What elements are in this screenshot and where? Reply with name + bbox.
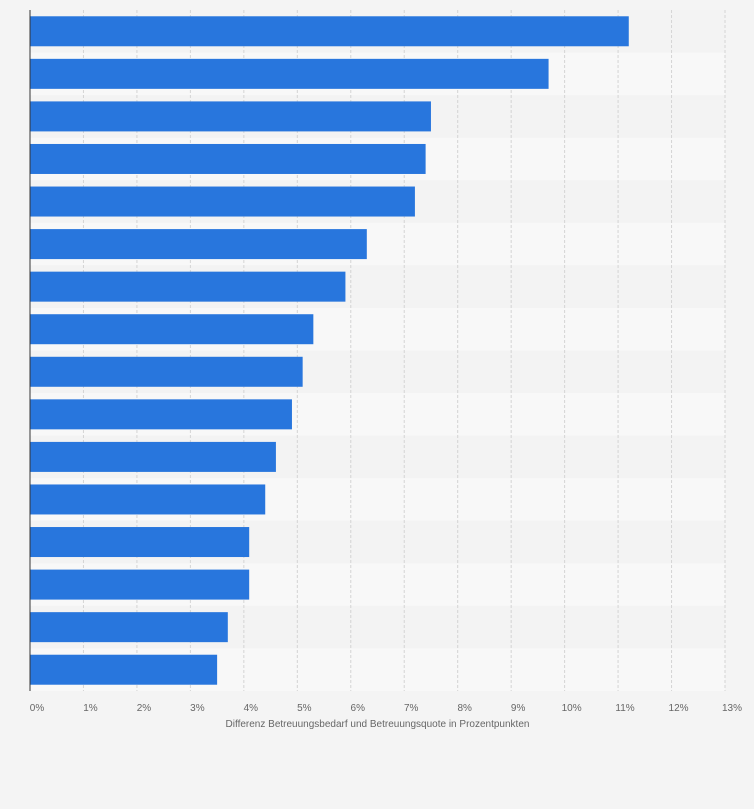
bar[interactable] (30, 101, 431, 132)
bar[interactable] (30, 186, 415, 217)
x-tick-label: 0% (30, 703, 45, 714)
x-tick-label: 11% (615, 703, 634, 714)
bar[interactable] (30, 58, 549, 89)
x-tick-label: 4% (244, 703, 259, 714)
bar[interactable] (30, 229, 367, 260)
bar[interactable] (30, 612, 228, 643)
x-axis-title: Differenz Betreuungsbedarf und Betreuung… (226, 719, 530, 730)
x-tick-label: 13% (722, 703, 742, 714)
bar[interactable] (30, 143, 426, 174)
x-tick-label: 8% (457, 703, 472, 714)
bar[interactable] (30, 16, 629, 47)
x-tick-label: 5% (297, 703, 312, 714)
x-tick-label: 2% (137, 703, 152, 714)
bar[interactable] (30, 569, 250, 600)
bar[interactable] (30, 356, 303, 387)
x-tick-labels: 0% 1% 2% 3% 4% 5% 6% 7% 8% 9% 10% 11% 12% 13% (30, 703, 742, 714)
bar[interactable] (30, 441, 276, 472)
bar[interactable] (30, 654, 218, 685)
bar[interactable] (30, 314, 314, 345)
bar[interactable] (30, 484, 266, 515)
x-tick-label: 10% (562, 703, 582, 714)
bars (30, 16, 629, 685)
bar[interactable] (30, 399, 292, 430)
x-tick-label: 7% (404, 703, 419, 714)
x-tick-label: 3% (190, 703, 205, 714)
x-tick-label: 9% (511, 703, 526, 714)
bar[interactable] (30, 527, 250, 558)
x-tick-label: 1% (83, 703, 98, 714)
x-tick-label: 12% (669, 703, 689, 714)
bar[interactable] (30, 271, 346, 302)
x-tick-label: 6% (351, 703, 366, 714)
